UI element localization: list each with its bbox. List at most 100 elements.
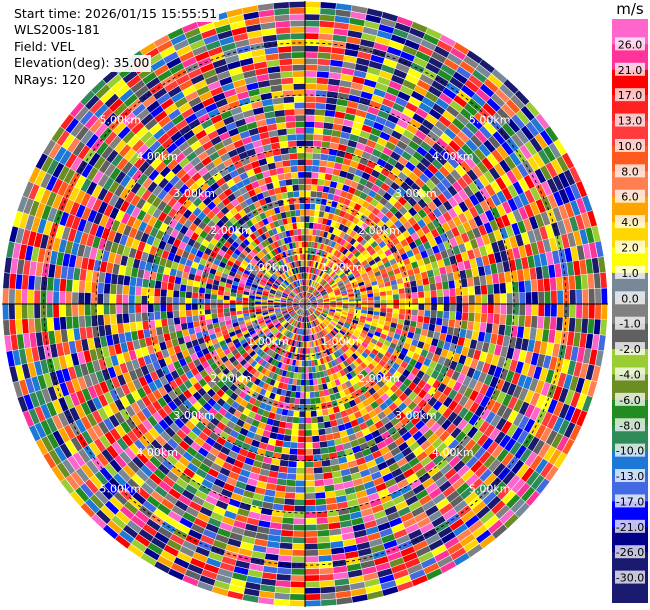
range-gate-cell xyxy=(219,562,235,572)
range-gate-cell xyxy=(318,548,332,556)
range-gate-cell xyxy=(306,322,308,329)
range-gate-cell xyxy=(204,352,213,361)
range-gate-cell xyxy=(10,258,19,274)
range-gate-cell xyxy=(63,199,75,214)
range-gate-cell xyxy=(269,276,276,282)
range-gate-cell xyxy=(396,186,406,196)
range-gate-cell xyxy=(540,165,552,181)
range-gate-cell xyxy=(320,586,336,594)
range-gate-cell xyxy=(257,372,264,380)
range-gate-cell xyxy=(47,207,58,223)
range-gate-cell xyxy=(198,378,207,387)
range-gate-cell xyxy=(257,358,265,365)
range-gate-cell xyxy=(558,419,570,436)
range-gate-cell xyxy=(257,317,264,322)
range-gate-cell xyxy=(350,82,364,91)
range-gate-cell xyxy=(192,552,208,563)
range-gate-cell xyxy=(431,297,437,304)
range-gate-cell xyxy=(454,234,464,245)
range-gate-cell xyxy=(183,467,195,479)
range-gate-cell xyxy=(249,425,258,434)
range-gate-cell xyxy=(235,396,244,405)
range-gate-cell xyxy=(330,419,338,427)
range-gate-cell xyxy=(305,304,311,307)
range-gate-cell xyxy=(246,517,260,526)
range-gate-cell xyxy=(475,256,484,267)
range-gate-cell xyxy=(452,135,465,148)
range-gate-cell xyxy=(308,235,313,242)
range-gate-cell xyxy=(349,238,357,246)
range-gate-cell xyxy=(290,435,299,443)
range-gate-cell xyxy=(47,277,54,291)
range-gate-cell xyxy=(310,321,314,328)
range-gate-cell xyxy=(517,220,527,234)
range-gate-cell xyxy=(180,316,187,324)
range-gate-cell xyxy=(261,301,268,304)
range-gate-cell xyxy=(64,354,74,368)
range-gate-cell xyxy=(326,287,332,292)
range-gate-cell xyxy=(523,376,533,390)
range-gate-cell xyxy=(292,327,296,333)
range-gate-cell xyxy=(300,300,305,304)
range-gate-cell xyxy=(414,361,423,370)
range-gate-cell xyxy=(400,252,409,261)
range-gate-cell xyxy=(379,311,386,317)
range-gate-cell xyxy=(494,251,502,263)
range-gate-cell xyxy=(344,178,353,187)
range-gate-cell xyxy=(310,287,314,293)
range-gate-cell xyxy=(391,130,403,140)
range-gate-cell xyxy=(310,287,315,294)
range-gate-cell xyxy=(225,388,234,397)
range-gate-cell xyxy=(283,336,288,343)
range-gate-cell xyxy=(109,135,122,150)
range-gate-cell xyxy=(153,255,161,265)
range-gate-cell xyxy=(93,383,104,397)
range-gate-cell xyxy=(274,367,281,375)
range-gate-cell xyxy=(220,488,233,498)
range-gate-cell xyxy=(122,313,130,324)
range-gate-cell xyxy=(556,156,569,172)
range-gate-cell xyxy=(471,93,486,107)
range-gate-cell xyxy=(169,268,177,277)
range-gate-cell xyxy=(290,575,305,582)
range-gate-cell xyxy=(154,304,160,312)
range-gate-cell xyxy=(170,354,179,363)
range-gate-cell xyxy=(485,274,493,285)
range-gate-cell xyxy=(329,181,338,189)
range-gate-cell xyxy=(76,433,88,449)
range-gate-cell xyxy=(212,284,219,291)
range-gate-cell xyxy=(299,316,302,322)
range-gate-cell xyxy=(273,321,280,326)
range-gate-cell xyxy=(323,421,332,429)
range-gate-cell xyxy=(230,292,237,297)
range-gate-cell xyxy=(334,22,349,30)
range-gate-cell xyxy=(356,380,364,389)
range-gate-cell xyxy=(46,401,57,417)
range-gate-cell xyxy=(278,555,292,562)
range-gate-cell xyxy=(311,305,317,308)
range-gate-cell xyxy=(352,343,359,350)
range-gate-cell xyxy=(469,206,479,218)
range-gate-cell xyxy=(332,265,339,272)
range-gate-cell xyxy=(201,252,210,261)
range-gate-cell xyxy=(270,516,283,524)
range-gate-cell xyxy=(537,149,551,165)
range-gate-cell xyxy=(201,442,213,452)
range-gate-cell xyxy=(219,321,226,327)
range-gate-cell xyxy=(221,257,229,264)
range-gate-cell xyxy=(67,328,75,342)
range-gate-cell xyxy=(479,187,491,200)
range-gate-cell xyxy=(432,207,442,218)
range-gate-cell xyxy=(305,549,319,556)
range-gate-cell xyxy=(190,247,198,256)
range-gate-cell xyxy=(412,304,418,310)
range-gate-cell xyxy=(496,262,504,274)
range-gate-cell xyxy=(179,304,186,311)
range-gate-cell xyxy=(344,333,351,340)
range-gate-cell xyxy=(229,375,238,384)
range-gate-cell xyxy=(286,324,292,330)
range-gate-cell xyxy=(329,207,336,214)
range-gate-cell xyxy=(315,309,322,314)
range-gate-cell xyxy=(464,156,476,169)
range-gate-cell xyxy=(398,215,408,225)
